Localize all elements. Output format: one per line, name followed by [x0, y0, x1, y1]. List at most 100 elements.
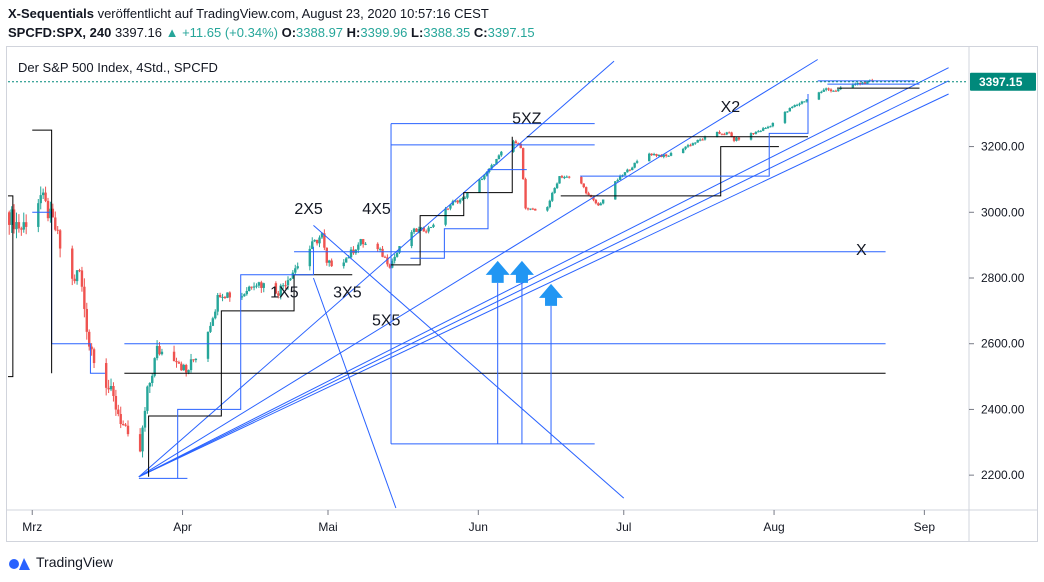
- candle-body: [478, 179, 481, 193]
- open-label: O:: [281, 25, 297, 40]
- candle-body: [584, 187, 588, 194]
- candle-body: [240, 296, 244, 298]
- candle-body: [480, 179, 484, 181]
- candle-body: [798, 103, 801, 105]
- candle-body: [635, 161, 639, 163]
- candle-body: [715, 131, 719, 137]
- candle-body: [752, 133, 755, 135]
- candle-body: [148, 383, 152, 387]
- candle-body: [725, 132, 728, 135]
- candle-body: [558, 176, 561, 184]
- candle-body: [655, 154, 658, 156]
- candle-body: [664, 154, 668, 157]
- candle-body: [395, 252, 399, 257]
- candle-body: [795, 104, 799, 106]
- candle-body: [587, 193, 590, 196]
- candle-body: [563, 177, 566, 179]
- candle-body: [546, 207, 549, 211]
- candle-body: [15, 222, 18, 230]
- candle-body: [376, 243, 379, 250]
- candle-body: [160, 351, 164, 355]
- candle-body: [662, 154, 665, 157]
- candle-body: [226, 292, 229, 298]
- candle-body: [863, 82, 867, 85]
- candle-body: [347, 257, 350, 259]
- up-arrow-icon: [539, 283, 564, 306]
- candle-body: [109, 386, 113, 390]
- candle-body: [454, 200, 457, 202]
- candle-body: [361, 239, 365, 245]
- candle-body: [512, 141, 515, 152]
- candle-body: [817, 92, 821, 100]
- candle-body: [766, 126, 770, 129]
- stair-left-blue: [32, 211, 105, 374]
- x-tick-label: Apr: [173, 520, 192, 534]
- candle-body: [378, 248, 382, 250]
- candle-body: [214, 311, 217, 319]
- candle-body: [216, 294, 219, 312]
- candle-body: [228, 292, 232, 298]
- candle-body: [92, 349, 96, 364]
- y-tick-label: 2800.00: [981, 271, 1025, 285]
- stair-left-edge: [8, 195, 14, 378]
- candle-body: [633, 162, 636, 168]
- candle-body: [262, 283, 265, 288]
- candle-body: [614, 181, 617, 200]
- candle-body: [529, 208, 532, 210]
- x-tick-label: Sep: [914, 520, 936, 534]
- x-tick-label: Jun: [469, 520, 488, 534]
- candle-body: [495, 159, 498, 165]
- wave-label: 5XZ: [512, 111, 542, 128]
- candle-body: [466, 192, 469, 198]
- ohlc-line: SPCFD:SPX, 240 3397.16 ▲ +11.65 (+0.34%)…: [8, 25, 535, 40]
- candle-body: [764, 128, 767, 130]
- x-tick-label: Aug: [763, 520, 784, 534]
- candle-body: [243, 294, 246, 297]
- candle-body: [126, 425, 130, 435]
- candle-body: [83, 286, 86, 309]
- stair-summer-black: [560, 146, 779, 197]
- candle-body: [761, 128, 765, 131]
- candle-body: [20, 228, 23, 230]
- candle-body: [39, 195, 42, 204]
- fan-line-mid: [138, 67, 949, 478]
- candle-body: [323, 233, 326, 248]
- y-tick-label: 2600.00: [981, 337, 1025, 351]
- close-label: C:: [473, 25, 488, 40]
- candle-body: [124, 424, 127, 426]
- stair-may-blue: [410, 169, 527, 259]
- candle-body: [330, 260, 333, 267]
- low-value: 3388.35: [423, 25, 471, 40]
- candle-body: [189, 359, 193, 371]
- publish-details: veröffentlicht auf TradingView.com, Augu…: [93, 6, 489, 21]
- candle-body: [260, 282, 263, 288]
- candle-body: [119, 414, 122, 425]
- candle-body: [827, 88, 830, 90]
- candle-body: [597, 203, 600, 206]
- candle-body: [822, 89, 825, 92]
- wave-label: 1X5: [270, 285, 299, 302]
- candle-body: [250, 286, 253, 288]
- candle-body: [138, 434, 142, 452]
- change-arrow-icon: ▲: [165, 25, 179, 40]
- candle-body: [444, 208, 447, 225]
- candle-body: [24, 222, 28, 227]
- candle-body: [383, 256, 387, 258]
- chart-frame[interactable]: [6, 46, 1038, 542]
- candle-body: [281, 285, 285, 287]
- tradingview-logo-icon: [9, 558, 30, 570]
- candle-body: [252, 286, 256, 288]
- fan-line-lowest: [138, 93, 949, 478]
- candle-body: [248, 286, 251, 291]
- stair-left-black: [32, 129, 53, 374]
- candle-body: [521, 148, 525, 180]
- candle-body: [41, 192, 45, 196]
- candle-body: [648, 153, 651, 162]
- last-price: 3397.16: [114, 25, 162, 40]
- candle-body: [184, 364, 188, 373]
- candle-body: [344, 258, 348, 263]
- candle-body: [143, 410, 147, 428]
- y-tick-label: 3200.00: [981, 140, 1025, 154]
- candle-body: [594, 199, 598, 204]
